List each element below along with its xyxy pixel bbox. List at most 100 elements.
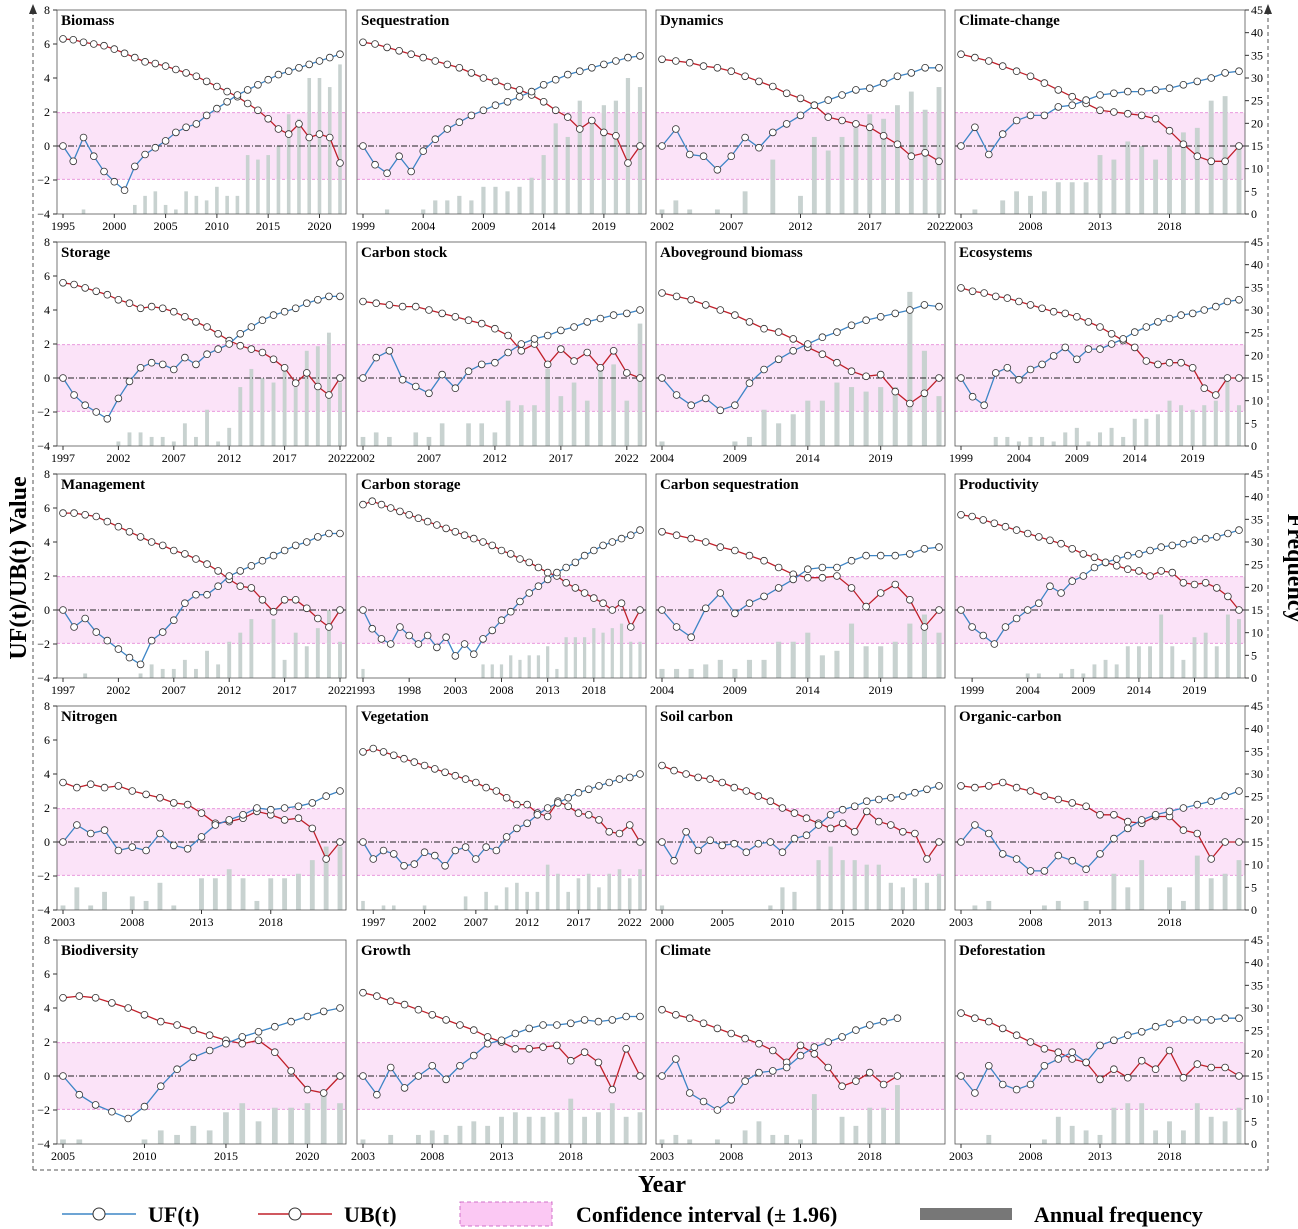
uf-point xyxy=(192,120,201,128)
ub-point xyxy=(410,758,419,766)
uf-point xyxy=(254,81,262,89)
ub-point xyxy=(564,802,572,811)
freq-bar xyxy=(143,195,147,214)
uf-point xyxy=(1082,1058,1090,1067)
legend-ub-label: UB(t) xyxy=(344,1202,397,1227)
ub-point xyxy=(818,350,827,359)
uf-point xyxy=(181,599,189,607)
uf-point xyxy=(980,401,988,410)
ub-point xyxy=(876,370,885,379)
uf-point xyxy=(114,394,123,403)
uf-point xyxy=(838,805,847,814)
ub-point xyxy=(588,116,596,125)
uf-point xyxy=(957,142,965,150)
ub-point xyxy=(1073,312,1081,321)
panel-title: Biodiversity xyxy=(61,943,139,959)
uf-point xyxy=(789,346,798,355)
ub-point xyxy=(1201,578,1210,587)
uf-point xyxy=(554,799,562,807)
freq-tick-label: 20 xyxy=(1251,580,1263,594)
uf-point xyxy=(411,382,420,391)
ub-point xyxy=(1082,802,1090,811)
uf-point xyxy=(491,101,500,109)
uf-point xyxy=(957,838,965,846)
uf-point xyxy=(170,616,178,624)
freq-bar xyxy=(541,155,546,214)
x-tick-label: 2018 xyxy=(559,1149,583,1163)
uf-point xyxy=(156,829,164,838)
freq-bar xyxy=(1097,1134,1103,1144)
uf-point xyxy=(1090,563,1099,572)
ub-point xyxy=(414,514,423,522)
ub-point xyxy=(359,297,367,306)
uf-point xyxy=(280,307,289,316)
freq-tick-label: 25 xyxy=(1251,326,1263,340)
x-tick-label: 2014 xyxy=(1127,683,1151,697)
ub-point xyxy=(1165,126,1174,135)
uf-point xyxy=(1221,792,1229,800)
ub-point xyxy=(147,538,156,546)
ub-point xyxy=(1035,533,1043,541)
ub-point xyxy=(1142,357,1151,365)
freq-bar xyxy=(1103,659,1108,678)
y-tick-label: −4 xyxy=(37,903,50,917)
freq-bar xyxy=(160,668,165,678)
ub-point xyxy=(847,584,856,592)
ub-point xyxy=(911,829,919,838)
ub-point xyxy=(716,306,725,314)
freq-bar xyxy=(798,1139,803,1144)
x-tick-label: 2015 xyxy=(214,1149,238,1163)
uf-point xyxy=(1054,851,1063,860)
ub-point xyxy=(580,1048,589,1056)
ub-point xyxy=(553,1041,561,1050)
freq-bar xyxy=(153,191,158,214)
x-tick-label: 2004 xyxy=(650,683,674,697)
uf-point xyxy=(1124,824,1132,833)
ub-point xyxy=(891,580,900,589)
uf-point xyxy=(1193,77,1202,86)
uf-point xyxy=(935,64,943,72)
ub-point xyxy=(189,1026,198,1034)
freq-bar xyxy=(1208,878,1214,910)
uf-point xyxy=(482,843,490,851)
uf-point xyxy=(774,584,783,592)
uf-point xyxy=(233,91,242,99)
freq-bar xyxy=(742,191,748,214)
freq-bar xyxy=(60,1139,66,1144)
uf-point xyxy=(398,375,407,384)
uf-point xyxy=(920,301,929,309)
uf-point xyxy=(1124,87,1132,96)
uf-point xyxy=(636,52,644,60)
freq-bar xyxy=(1136,646,1141,678)
x-tick-label: 2017 xyxy=(858,219,882,233)
freq-bar xyxy=(556,873,560,910)
uf-point xyxy=(336,292,344,301)
freq-tick-label: 25 xyxy=(1251,558,1263,572)
freq-bar xyxy=(790,414,796,446)
panel-frame xyxy=(954,473,1246,679)
ub-point xyxy=(1223,374,1232,382)
ub-point xyxy=(1061,309,1070,318)
uf-point xyxy=(768,1067,777,1075)
ub-line xyxy=(362,747,641,843)
ub-point xyxy=(504,331,512,340)
x-tick-label: 2009 xyxy=(1071,683,1095,697)
uf-point xyxy=(570,323,578,331)
uf-point xyxy=(511,1029,520,1038)
ub-point xyxy=(491,77,500,86)
freq-bar xyxy=(1132,418,1137,446)
uf-point xyxy=(818,563,827,572)
ub-point xyxy=(658,761,666,770)
freq-tick-label: 15 xyxy=(1251,603,1263,617)
ub-point xyxy=(1049,307,1058,316)
panel-title: Organic-carbon xyxy=(959,709,1062,725)
ub-point xyxy=(935,157,943,166)
freq-bar xyxy=(297,118,301,214)
x-tick-label: 2022 xyxy=(615,451,639,465)
ub-point xyxy=(1207,157,1215,166)
freq-bar xyxy=(388,1134,394,1144)
uf-point xyxy=(741,133,749,142)
ub-point xyxy=(562,578,570,587)
ub-point xyxy=(741,72,749,81)
